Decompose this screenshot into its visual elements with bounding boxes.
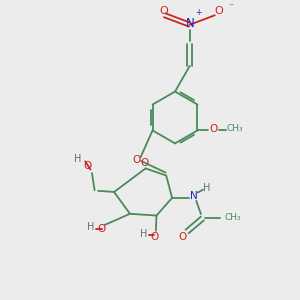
Text: O: O — [159, 6, 168, 16]
Text: O: O — [210, 124, 218, 134]
Text: CH₃: CH₃ — [226, 124, 243, 134]
Text: ⁻: ⁻ — [228, 2, 234, 12]
Text: O: O — [215, 6, 224, 16]
Text: O: O — [150, 232, 158, 242]
Text: +: + — [195, 8, 201, 17]
Text: N: N — [190, 190, 198, 200]
Text: H: H — [87, 222, 95, 232]
Text: H: H — [74, 154, 82, 164]
Text: H: H — [203, 184, 211, 194]
Text: O: O — [83, 161, 92, 171]
Text: O: O — [133, 154, 141, 165]
Text: O: O — [140, 158, 148, 168]
Text: CH₃: CH₃ — [224, 212, 241, 221]
Text: N: N — [185, 17, 194, 30]
Text: O: O — [98, 224, 106, 234]
Text: H: H — [140, 229, 148, 238]
Text: O: O — [178, 232, 187, 242]
